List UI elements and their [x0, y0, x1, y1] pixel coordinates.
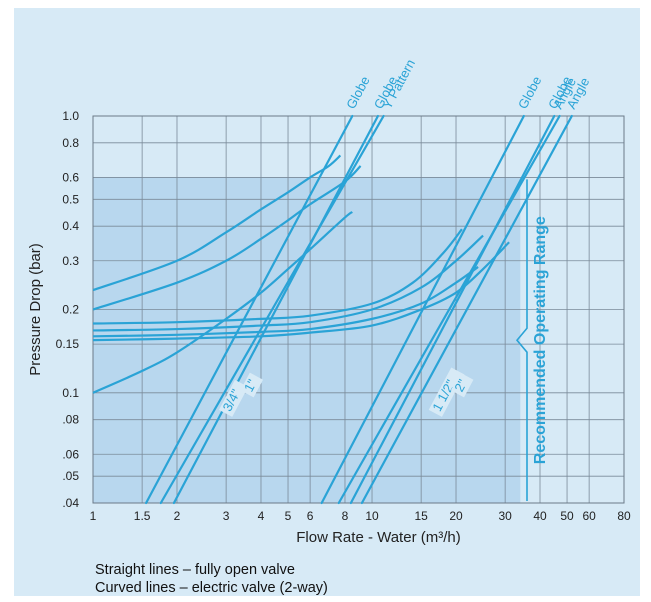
x-tick-label-1: 1.5 — [134, 509, 151, 523]
straight-line-2 — [172, 114, 380, 505]
x-tick-label-5: 5 — [285, 509, 292, 523]
y-tick-label-6: 0.2 — [62, 303, 79, 317]
straight-line-4 — [337, 114, 561, 505]
caption-straight-lines: Straight lines – fully open valve — [95, 562, 295, 578]
x-tick-label-15: 80 — [617, 509, 631, 523]
size-label-1: 1" — [240, 372, 264, 398]
y-tick-label-0: .04 — [62, 496, 79, 510]
curved-line-4 — [92, 234, 484, 332]
x-tick-label-9: 15 — [414, 509, 428, 523]
straight-line-5 — [349, 114, 556, 505]
straight-line-0 — [145, 114, 354, 505]
y-tick-label-5: 0.15 — [56, 337, 80, 351]
curved-line-5 — [92, 266, 479, 338]
x-tick-label-4: 4 — [258, 509, 265, 523]
y-tick-label-10: 0.6 — [62, 170, 79, 184]
x-tick-label-2: 2 — [174, 509, 181, 523]
curved-line-3 — [92, 228, 463, 325]
x-tick-label-3: 3 — [223, 509, 230, 523]
y-tick-label-9: 0.5 — [62, 192, 79, 206]
range-label: Recommended Operating Range — [532, 216, 549, 464]
straight-line-6 — [360, 114, 573, 505]
range-bracket — [515, 179, 528, 501]
size-label-3: 2" — [450, 372, 474, 398]
y-tick-label-3: .08 — [62, 413, 79, 427]
y-tick-label-8: 0.4 — [62, 219, 79, 233]
y-tick-label-7: 0.3 — [62, 254, 79, 268]
x-tick-label-10: 20 — [449, 509, 463, 523]
curved-line-0 — [92, 154, 342, 292]
x-tick-label-12: 40 — [533, 509, 547, 523]
curved-line-2 — [92, 211, 353, 394]
series-label-3: Globe — [515, 74, 545, 112]
y-tick-label-2: .06 — [62, 447, 79, 461]
x-tick-label-7: 8 — [342, 509, 349, 523]
y-tick-label-11: 0.8 — [62, 136, 79, 150]
y-axis-title: Pressure Drop (bar) — [27, 243, 44, 376]
x-tick-label-6: 6 — [307, 509, 314, 523]
x-tick-label-14: 60 — [582, 509, 596, 523]
caption-curved-lines: Curved lines – electric valve (2-way) — [95, 580, 328, 596]
x-tick-label-13: 50 — [560, 509, 574, 523]
curved-line-6 — [92, 241, 510, 342]
x-axis-title: Flow Rate - Water (m³/h) — [296, 529, 460, 546]
y-tick-label-12: 1.0 — [62, 109, 79, 123]
curved-line-1 — [92, 165, 362, 311]
series-label-0: Globe — [343, 74, 373, 112]
x-tick-label-0: 1 — [90, 509, 97, 523]
y-tick-label-1: .05 — [62, 469, 79, 483]
y-tick-label-4: 0.1 — [62, 386, 79, 400]
x-tick-label-11: 30 — [498, 509, 512, 523]
x-tick-label-8: 10 — [365, 509, 379, 523]
